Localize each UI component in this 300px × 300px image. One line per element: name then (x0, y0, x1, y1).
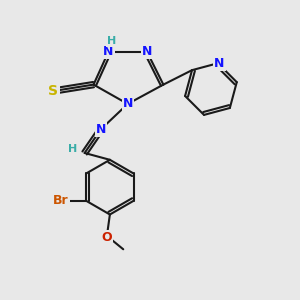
Text: N: N (142, 45, 152, 58)
Text: N: N (96, 123, 106, 136)
Text: S: S (48, 84, 59, 98)
Text: O: O (102, 231, 112, 244)
Text: H: H (107, 36, 116, 46)
Text: N: N (214, 57, 224, 70)
Text: Br: Br (53, 194, 69, 207)
Text: H: H (68, 144, 77, 154)
Text: N: N (122, 98, 133, 110)
Text: N: N (103, 45, 114, 58)
